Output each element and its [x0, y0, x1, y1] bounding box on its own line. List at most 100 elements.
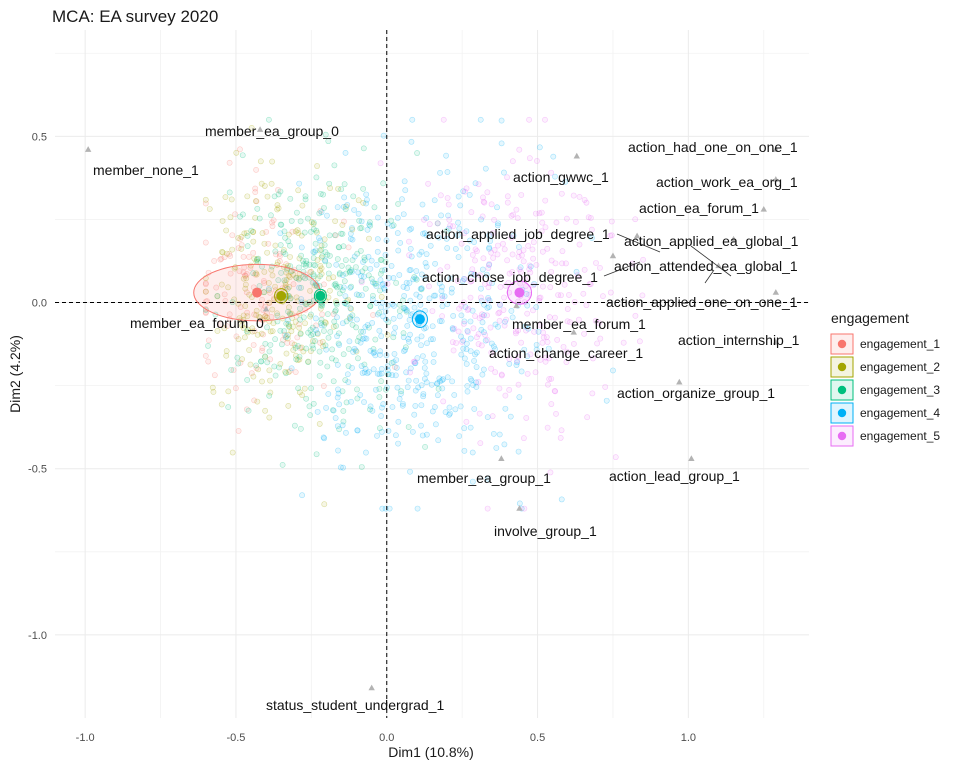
- individual-point: [321, 242, 328, 248]
- individual-point: [298, 244, 305, 251]
- individual-point: [306, 274, 313, 281]
- individual-point: [414, 505, 421, 512]
- individual-point: [535, 328, 542, 335]
- individual-point: [363, 196, 370, 203]
- individual-point: [365, 253, 372, 260]
- individual-point: [439, 385, 446, 392]
- individual-point: [378, 333, 385, 340]
- individual-point: [492, 346, 499, 353]
- individual-point: [310, 345, 317, 352]
- individual-point: [468, 270, 475, 277]
- individual-point: [338, 230, 344, 237]
- individual-point: [514, 359, 521, 366]
- individual-point: [377, 160, 384, 167]
- individual-point: [361, 254, 368, 261]
- individual-point: [384, 331, 391, 338]
- individual-point: [496, 317, 503, 324]
- individual-point: [478, 342, 485, 349]
- individual-point: [470, 325, 477, 332]
- individual-point: [472, 246, 479, 253]
- individual-point: [355, 197, 362, 204]
- individual-point: [486, 245, 493, 252]
- individual-point: [388, 263, 395, 269]
- individual-point: [332, 232, 339, 239]
- individual-point: [272, 336, 279, 343]
- individual-point: [379, 429, 385, 435]
- individual-point: [434, 220, 441, 227]
- legend-label: engagement_3: [860, 383, 940, 397]
- individual-point: [404, 384, 411, 391]
- individual-point: [414, 336, 421, 343]
- individual-point: [529, 246, 536, 253]
- individual-point: [479, 213, 486, 220]
- individual-point: [458, 351, 465, 358]
- individual-point: [447, 222, 453, 229]
- individual-point: [308, 228, 314, 235]
- individual-point: [202, 288, 209, 295]
- individual-point: [576, 193, 583, 200]
- individual-point: [221, 254, 228, 261]
- individual-point: [446, 411, 453, 418]
- individual-point: [371, 349, 378, 356]
- individual-point: [296, 180, 303, 187]
- variable-marker: [516, 505, 523, 511]
- individual-point: [473, 349, 480, 356]
- individual-point: [341, 194, 348, 201]
- individual-point: [488, 340, 495, 347]
- individual-point: [248, 294, 255, 301]
- variable-marker: [730, 235, 737, 242]
- individual-point: [446, 404, 453, 411]
- variable-marker: [688, 455, 695, 461]
- individual-point: [538, 228, 545, 235]
- individual-point: [211, 372, 218, 379]
- individual-point: [313, 327, 319, 333]
- individual-point: [484, 304, 491, 311]
- individual-point: [461, 355, 468, 362]
- individual-point: [448, 285, 455, 292]
- individual-point: [491, 247, 498, 253]
- individual-point: [540, 283, 546, 290]
- individual-point: [485, 295, 492, 301]
- individual-point: [228, 366, 235, 373]
- individual-point: [240, 275, 247, 282]
- variable-label: action_had_one_on_one_1: [628, 139, 798, 155]
- individual-point: [413, 377, 420, 384]
- variable-label: action_organize_group_1: [617, 385, 775, 401]
- individual-point: [290, 271, 297, 278]
- centroid-engagement_5: [514, 287, 525, 298]
- individual-point: [327, 329, 334, 335]
- individual-point: [275, 205, 282, 212]
- individual-point: [320, 383, 327, 389]
- individual-point: [319, 338, 326, 345]
- individual-point: [422, 444, 428, 450]
- individual-point: [310, 219, 317, 226]
- individual-point: [262, 313, 269, 319]
- individual-point: [214, 292, 221, 299]
- individual-point: [372, 352, 379, 359]
- individual-point: [498, 117, 505, 124]
- individual-point: [471, 239, 477, 245]
- individual-point: [484, 505, 491, 512]
- individual-point: [500, 307, 507, 314]
- individual-point: [253, 166, 259, 173]
- individual-point: [239, 322, 246, 329]
- individual-point: [563, 260, 569, 267]
- individual-point: [381, 285, 387, 292]
- individual-point: [309, 338, 316, 345]
- individual-point: [531, 328, 538, 335]
- individual-point: [423, 232, 430, 239]
- individual-point: [380, 313, 387, 320]
- individual-point: [317, 359, 324, 366]
- individual-point: [286, 304, 292, 311]
- individual-point: [258, 180, 265, 187]
- individual-point: [369, 407, 376, 414]
- individual-point: [267, 356, 274, 363]
- individual-point: [467, 424, 474, 431]
- individual-point: [460, 320, 467, 327]
- individual-point: [250, 238, 257, 245]
- individual-point: [439, 283, 445, 290]
- individual-point: [523, 327, 529, 334]
- individual-point: [324, 363, 331, 370]
- individual-point: [580, 290, 587, 297]
- individual-point: [509, 251, 516, 258]
